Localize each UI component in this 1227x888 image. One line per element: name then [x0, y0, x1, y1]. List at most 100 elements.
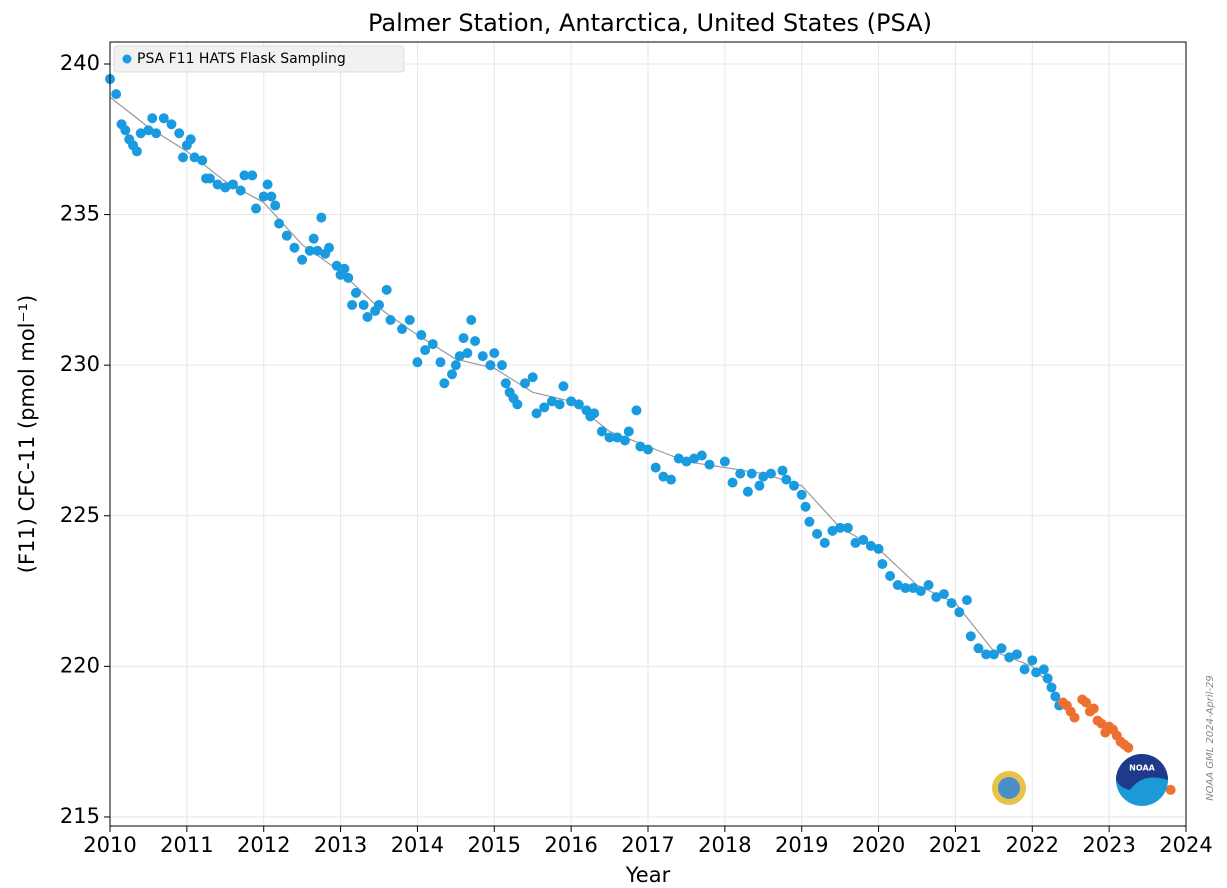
data-point [1019, 664, 1030, 675]
data-point [316, 212, 327, 223]
data-point [735, 468, 746, 479]
data-point [262, 179, 273, 190]
data-point [458, 333, 469, 344]
data-point [938, 589, 949, 600]
plot-frame [109, 41, 1187, 827]
data-point [573, 399, 584, 410]
data-point [450, 360, 461, 371]
data-point [412, 357, 423, 368]
data-point [297, 254, 308, 265]
data-point [800, 501, 811, 512]
data-point [274, 218, 285, 229]
data-point [1069, 712, 1080, 723]
data-point [1027, 655, 1038, 666]
y-tick-label: 220 [60, 653, 100, 677]
data-point [178, 152, 189, 163]
data-point [1088, 703, 1099, 714]
data-point [789, 480, 800, 491]
data-point [462, 348, 473, 359]
x-tick-label: 2018 [698, 833, 751, 857]
data-point [973, 643, 984, 654]
data-point [235, 185, 246, 196]
data-point [619, 435, 630, 446]
data-point [120, 125, 131, 136]
data-point [631, 405, 642, 416]
x-tick-label: 2015 [468, 833, 521, 857]
data-point [489, 348, 500, 359]
data-point [596, 426, 607, 437]
data-point [873, 543, 884, 554]
data-point [666, 474, 677, 485]
data-point [174, 128, 185, 139]
y-axis-label: (F11) CFC-11 (pmol mol⁻¹) [15, 295, 39, 573]
data-point [427, 339, 438, 350]
data-point [1042, 673, 1053, 684]
data-point [819, 537, 830, 548]
legend-label: PSA F11 HATS Flask Sampling [137, 51, 346, 67]
data-point [742, 486, 753, 497]
data-point [858, 534, 869, 545]
data-point [185, 134, 196, 145]
y-tick-label: 215 [60, 804, 100, 828]
data-point [324, 242, 335, 253]
x-tick-label: 2019 [775, 833, 828, 857]
data-point [197, 155, 208, 166]
x-tick-label: 2013 [314, 833, 367, 857]
data-point [696, 450, 707, 461]
data-point [812, 528, 823, 539]
data-point [166, 119, 177, 130]
data-point [339, 263, 350, 274]
x-tick-label: 2021 [929, 833, 982, 857]
data-point [961, 595, 972, 606]
data-point [485, 360, 496, 371]
legend-marker [122, 54, 132, 64]
data-point [1046, 682, 1057, 693]
marks [105, 74, 1176, 795]
data-point [158, 113, 169, 124]
data-point [915, 586, 926, 597]
data-point [923, 580, 934, 591]
x-tick-label: 2024 [1159, 833, 1212, 857]
data-point [147, 113, 158, 124]
data-point [227, 179, 238, 190]
data-point [965, 631, 976, 642]
y-tick-label: 240 [60, 51, 100, 75]
data-point [996, 643, 1007, 654]
data-point [650, 462, 661, 473]
data-point [266, 191, 277, 202]
data-point [362, 311, 373, 322]
x-tick-label: 2014 [391, 833, 444, 857]
x-tick-label: 2010 [83, 833, 136, 857]
data-point [447, 369, 458, 380]
y-tick-label: 225 [60, 503, 100, 527]
data-point [765, 468, 776, 479]
data-point [439, 378, 450, 389]
data-point [643, 444, 653, 455]
data-point [358, 299, 369, 310]
data-point [719, 456, 730, 467]
data-point [466, 314, 477, 325]
data-point [270, 200, 281, 211]
data-point [420, 345, 431, 356]
data-point [539, 402, 550, 413]
x-axis-label: Year [625, 863, 671, 887]
watermark: NOAA GML 2024-April-29 [1205, 675, 1216, 801]
x-tick-label: 2012 [237, 833, 290, 857]
data-point [1011, 649, 1022, 660]
data-point [777, 465, 788, 476]
data-point [1038, 664, 1049, 675]
data-point [350, 287, 361, 298]
legend-items: PSA F11 HATS Flask Sampling [122, 51, 346, 67]
data-point [435, 357, 446, 368]
data-point [131, 146, 142, 157]
data-point [589, 408, 600, 419]
data-point [251, 203, 262, 214]
data-point [804, 516, 815, 527]
chart-title: Palmer Station, Antarctica, United State… [368, 9, 932, 37]
x-tick-label: 2017 [621, 833, 674, 857]
data-point [988, 649, 999, 660]
data-point [954, 607, 965, 618]
data-point [385, 314, 396, 325]
data-point [477, 351, 488, 362]
data-point [1165, 784, 1176, 795]
